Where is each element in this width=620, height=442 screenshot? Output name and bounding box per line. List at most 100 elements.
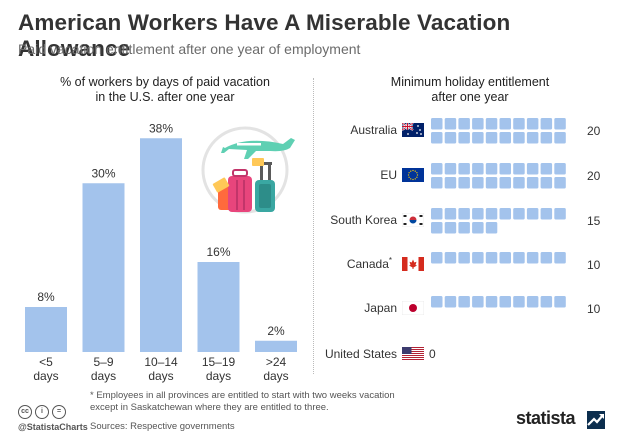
day-square (444, 163, 457, 175)
category-label: days (148, 369, 173, 383)
day-square (554, 132, 566, 144)
left-chart-title-line2: in the U.S. after one year (95, 90, 235, 104)
chart-title: American Workers Have A Miserable Vacati… (18, 10, 511, 61)
day-square (554, 177, 566, 189)
day-square (472, 296, 484, 308)
country-label: Canada* (347, 256, 392, 271)
day-square (499, 177, 511, 189)
charts-canvas: 8%<5days30%5–9days38%10–14days16%15–19da… (25, 118, 601, 383)
day-square (554, 163, 566, 175)
day-square (444, 222, 457, 234)
day-count: 20 (587, 124, 601, 138)
sources: Sources: Respective governments (90, 421, 235, 432)
day-square (513, 118, 525, 130)
bar-value-label: 16% (206, 245, 230, 259)
bar-value-label: 30% (91, 166, 115, 180)
flag-south-korea-icon (402, 213, 424, 227)
day-square (431, 163, 443, 175)
holiday-entitlement-rows: Australia 20 EU 20 South Korea 15 Canada* 10 Jap… (325, 118, 601, 361)
chart-subtitle: Paid vacation entitlement after one year… (18, 41, 361, 57)
day-square (540, 163, 553, 175)
day-square (458, 208, 470, 220)
day-square (513, 208, 525, 220)
day-square (540, 296, 553, 308)
category-label: 5–9 (93, 355, 113, 369)
day-square (540, 177, 553, 189)
day-square (526, 208, 539, 220)
bar (140, 138, 182, 352)
right-chart-title-line1: Minimum holiday entitlement (390, 75, 550, 89)
creative-commons-icon: cc (18, 405, 32, 419)
bar (197, 262, 240, 352)
bar-value-label: 38% (149, 121, 173, 135)
day-square (458, 222, 470, 234)
country-label: United States (325, 347, 397, 361)
day-square (526, 296, 539, 308)
day-square (458, 296, 470, 308)
day-square (526, 252, 539, 264)
day-square (485, 208, 498, 220)
day-square (540, 118, 553, 130)
day-square (513, 177, 525, 189)
bar (25, 307, 67, 352)
left-chart-title: % of workers by days of paid vacation in… (20, 75, 310, 105)
day-square (444, 296, 457, 308)
bar (82, 183, 125, 352)
vacation-bars: 8%<5days30%5–9days38%10–14days16%15–19da… (25, 121, 297, 383)
statista-logo: statista (516, 408, 576, 428)
day-square (554, 296, 566, 308)
day-square (444, 118, 457, 130)
day-count: 20 (587, 169, 601, 183)
country-label: Japan (364, 301, 397, 315)
day-square (472, 252, 484, 264)
day-square (513, 132, 525, 144)
category-label: days (263, 369, 288, 383)
country-label: EU (380, 168, 397, 182)
day-square (458, 252, 470, 264)
day-square (554, 208, 566, 220)
left-chart-title-line1: % of workers by days of paid vacation (60, 75, 270, 89)
day-square (458, 132, 470, 144)
day-square (431, 118, 443, 130)
day-square (485, 163, 498, 175)
day-square (472, 222, 484, 234)
country-label: South Korea (330, 213, 397, 227)
right-chart-title: Minimum holiday entitlement after one ye… (330, 75, 610, 105)
country-label: Australia (350, 123, 397, 137)
day-square (485, 118, 498, 130)
day-square (458, 118, 470, 130)
category-label: <5 (39, 355, 53, 369)
flag-united-states-icon (402, 347, 424, 361)
day-square (444, 132, 457, 144)
category-label: days (91, 369, 116, 383)
day-square (499, 163, 511, 175)
day-square (431, 132, 443, 144)
day-square (472, 118, 484, 130)
day-square (499, 118, 511, 130)
day-square (526, 177, 539, 189)
day-count: 10 (587, 258, 601, 272)
day-square (540, 252, 553, 264)
day-square (499, 132, 511, 144)
category-label: 10–14 (144, 355, 178, 369)
flag-australia-icon (402, 123, 424, 137)
right-chart-title-line2: after one year (431, 90, 509, 104)
day-square (431, 252, 443, 264)
flag-japan-icon (402, 301, 424, 315)
day-square (513, 163, 525, 175)
day-square (554, 252, 566, 264)
day-square (485, 252, 498, 264)
day-square (431, 208, 443, 220)
day-square (485, 177, 498, 189)
category-label: days (206, 369, 231, 383)
suitcase-airplane-icon (201, 126, 295, 214)
day-square (540, 132, 553, 144)
day-square (444, 177, 457, 189)
day-square (513, 296, 525, 308)
day-count: 10 (587, 302, 601, 316)
day-square (472, 163, 484, 175)
day-square (472, 132, 484, 144)
day-square (472, 177, 484, 189)
day-square (431, 222, 443, 234)
bar (255, 340, 297, 352)
